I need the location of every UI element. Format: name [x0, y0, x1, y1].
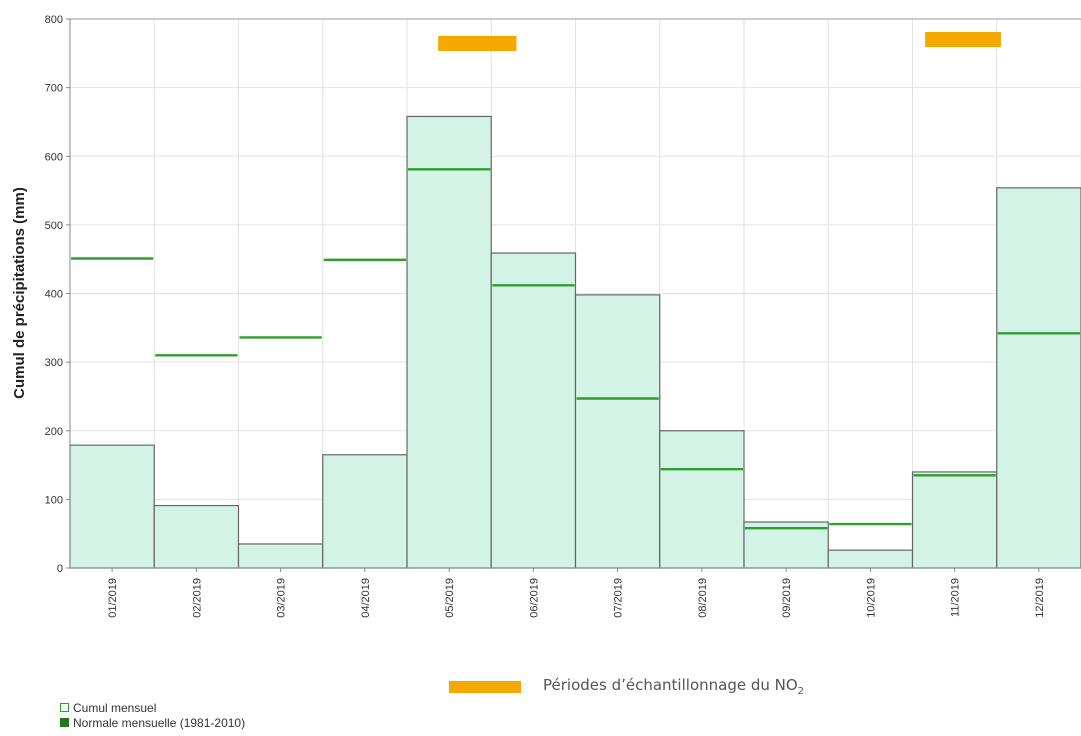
legend-label: Normale mensuelle (1981-2010): [73, 715, 246, 730]
sampling-marker-2: [925, 32, 1001, 47]
x-tick-label: 05/2019: [444, 578, 456, 618]
bar-07-2019: [574, 294, 661, 569]
bar-06-2019: [490, 252, 577, 569]
y-tick-label: 600: [45, 151, 63, 163]
y-tick-label: 400: [45, 289, 63, 301]
x-tick-label: 03/2019: [276, 578, 288, 618]
legend-item-cumul-mensuel: Cumul mensuel: [60, 700, 245, 715]
bar-12-2019: [996, 187, 1081, 569]
sampling-marker-1: [438, 36, 517, 51]
sampling-legend-label: Périodes d’échantillonnage du NO2: [543, 676, 805, 697]
x-tick-labels: 01/2019 02/2019 03/2019 04/2019 05/2019 06/20…: [107, 568, 1046, 618]
sampling-legend: Périodes d’échantillonnage du NO2: [449, 676, 804, 697]
sampling-period-markers: [438, 32, 1001, 51]
y-axis-label: Cumul de précipitations (mm): [11, 187, 28, 399]
chart-legend: Cumul mensuel Normale mensuelle (1981-20…: [60, 700, 245, 730]
legend-item-normale-mensuelle: Normale mensuelle (1981-2010): [60, 715, 245, 730]
x-tick-label: 09/2019: [781, 578, 793, 618]
x-tick-label: 04/2019: [360, 578, 372, 618]
x-tick-label: 10/2019: [865, 578, 877, 618]
x-tick-label: 07/2019: [613, 578, 625, 618]
y-tick-label: 200: [45, 426, 63, 438]
y-tick-label: 0: [57, 563, 63, 575]
bar-03-2019: [237, 543, 324, 569]
legend-filled-swatch-icon: [60, 718, 69, 727]
legend-outline-swatch-icon: [60, 703, 69, 712]
bar-01-2019: [69, 444, 155, 569]
x-tick-label: 08/2019: [697, 578, 709, 618]
y-tick-label: 500: [45, 220, 63, 232]
bar-11-2019: [911, 471, 998, 569]
bar-04-2019: [322, 454, 408, 569]
y-tick-label: 800: [45, 14, 63, 26]
y-tick-label: 700: [45, 83, 63, 95]
bar-08-2019: [659, 430, 745, 569]
legend-label: Cumul mensuel: [73, 700, 157, 715]
x-tick-label: 12/2019: [1034, 578, 1046, 618]
x-tick-label: 11/2019: [950, 578, 962, 617]
y-tick-labels: 0 100 200 300 400 500 600 700 800: [45, 14, 70, 575]
bar-10-2019: [827, 549, 914, 569]
bars-cumul-mensuel: [69, 115, 1081, 569]
sampling-legend-swatch: [449, 680, 521, 693]
bar-02-2019: [153, 504, 240, 569]
x-tick-label: 01/2019: [107, 578, 119, 618]
normal-level-lines: [71, 168, 1080, 530]
y-tick-label: 300: [45, 357, 63, 369]
x-tick-label: 02/2019: [191, 578, 203, 618]
bar-05-2019: [406, 115, 492, 569]
x-tick-label: 06/2019: [528, 578, 540, 618]
y-tick-label: 100: [45, 494, 63, 506]
